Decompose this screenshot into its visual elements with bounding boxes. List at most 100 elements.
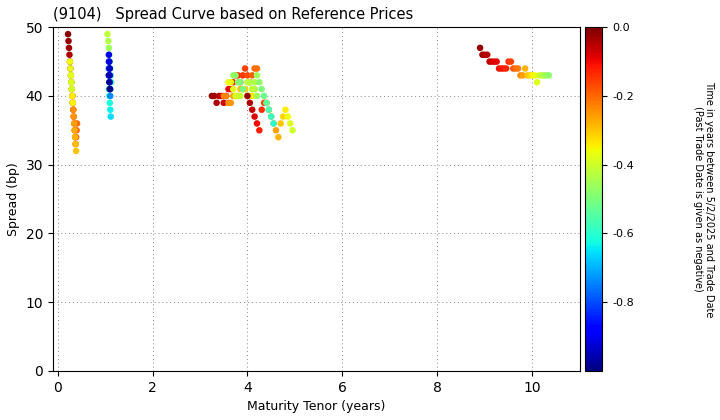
Point	[246, 106, 258, 113]
Point	[66, 93, 78, 100]
Point	[104, 100, 116, 106]
Point	[543, 72, 554, 79]
Point	[251, 93, 263, 100]
Point	[249, 79, 261, 86]
Point	[218, 100, 230, 106]
Point	[103, 72, 114, 79]
Point	[522, 72, 534, 79]
Point	[498, 65, 510, 72]
Point	[218, 93, 230, 100]
Point	[105, 113, 117, 120]
Point	[103, 45, 114, 51]
Point	[104, 86, 116, 92]
Point	[64, 58, 76, 65]
Point	[67, 100, 78, 106]
Point	[242, 72, 253, 79]
Point	[66, 86, 78, 92]
Point	[500, 65, 512, 72]
Point	[508, 65, 519, 72]
Point	[258, 100, 270, 106]
Point	[213, 93, 225, 100]
Point	[222, 79, 234, 86]
Point	[244, 79, 256, 86]
Point	[103, 65, 114, 72]
Point	[65, 72, 76, 79]
Point	[482, 51, 493, 58]
Point	[270, 127, 282, 134]
Point	[66, 79, 77, 86]
Point	[69, 134, 81, 141]
Point	[253, 127, 265, 134]
Point	[65, 65, 76, 72]
Point	[529, 72, 541, 79]
Point	[242, 93, 253, 100]
Point	[103, 72, 114, 79]
Point	[66, 86, 78, 92]
Point	[104, 86, 116, 92]
Point	[68, 120, 80, 127]
Point	[235, 79, 246, 86]
Point	[541, 72, 552, 79]
Point	[261, 100, 272, 106]
Point	[251, 65, 263, 72]
Point	[239, 65, 251, 72]
Point	[263, 106, 274, 113]
Point	[65, 72, 76, 79]
Point	[69, 127, 81, 134]
Point	[103, 86, 114, 92]
Point	[515, 72, 526, 79]
Point	[105, 79, 117, 86]
Point	[215, 93, 227, 100]
Point	[104, 86, 116, 92]
Point	[284, 120, 296, 127]
Point	[69, 127, 81, 134]
Y-axis label: Time in years between 5/2/2025 and Trade Date
(Past Trade Date is given as negat: Time in years between 5/2/2025 and Trade…	[693, 81, 714, 317]
Point	[268, 120, 279, 127]
Point	[484, 58, 495, 65]
Point	[244, 93, 256, 100]
Point	[68, 106, 79, 113]
Point	[69, 134, 81, 141]
Point	[71, 147, 82, 154]
Point	[230, 72, 241, 79]
Point	[263, 106, 274, 113]
Point	[275, 120, 287, 127]
Point	[225, 79, 237, 86]
Point	[225, 86, 237, 92]
Point	[251, 72, 263, 79]
Point	[524, 72, 536, 79]
Point	[103, 51, 114, 58]
Point	[242, 79, 253, 86]
Point	[104, 79, 116, 86]
Point	[66, 93, 78, 100]
Point	[249, 86, 261, 92]
Point	[68, 106, 79, 113]
Point	[503, 58, 514, 65]
Point	[246, 86, 258, 92]
Point	[104, 65, 116, 72]
Point	[539, 72, 550, 79]
Point	[261, 100, 272, 106]
Point	[282, 113, 294, 120]
Point	[220, 93, 232, 100]
Point	[70, 141, 81, 147]
Point	[103, 58, 114, 65]
Point	[495, 65, 507, 72]
Point	[104, 79, 115, 86]
Point	[256, 106, 267, 113]
Point	[242, 93, 253, 100]
Point	[71, 127, 82, 134]
Point	[228, 93, 239, 100]
Point	[222, 86, 234, 92]
Point	[104, 58, 116, 65]
Point	[104, 58, 115, 65]
Point	[256, 86, 267, 92]
Point	[235, 79, 246, 86]
Point	[266, 113, 277, 120]
Point	[246, 72, 258, 79]
Point	[237, 86, 248, 92]
Point	[249, 65, 261, 72]
Point	[233, 79, 244, 86]
Point	[239, 86, 251, 92]
Point	[273, 134, 284, 141]
